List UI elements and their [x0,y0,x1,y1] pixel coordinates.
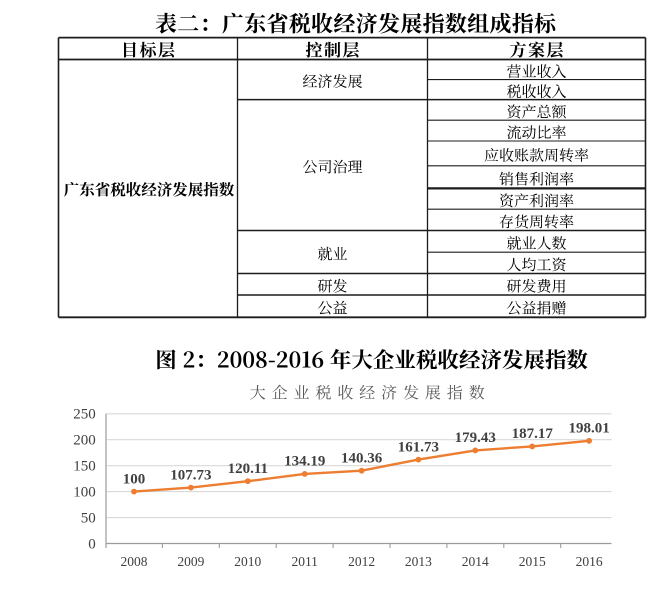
svg-text:2016: 2016 [576,554,603,569]
svg-text:2013: 2013 [405,554,432,569]
svg-text:2009: 2009 [177,554,204,569]
svg-text:2010: 2010 [234,554,261,569]
svg-text:2015: 2015 [519,554,546,569]
svg-text:107.73: 107.73 [170,467,211,483]
svg-text:250: 250 [73,407,96,423]
svg-text:198.01: 198.01 [568,421,609,437]
svg-text:120.11: 120.11 [228,461,268,477]
svg-text:134.19: 134.19 [284,454,325,470]
svg-text:2011: 2011 [291,554,318,569]
svg-text:0: 0 [88,536,96,552]
svg-text:2014: 2014 [462,554,489,569]
svg-text:50: 50 [81,511,96,527]
svg-text:140.36: 140.36 [341,451,383,467]
svg-text:200: 200 [73,433,96,449]
svg-text:100: 100 [73,485,96,501]
svg-text:150: 150 [73,459,96,475]
svg-text:100: 100 [123,471,146,487]
svg-text:2008: 2008 [121,554,148,569]
svg-text:187.17: 187.17 [512,426,554,442]
svg-text:179.43: 179.43 [455,430,496,446]
svg-text:161.73: 161.73 [398,439,439,455]
svg-text:2012: 2012 [348,554,375,569]
